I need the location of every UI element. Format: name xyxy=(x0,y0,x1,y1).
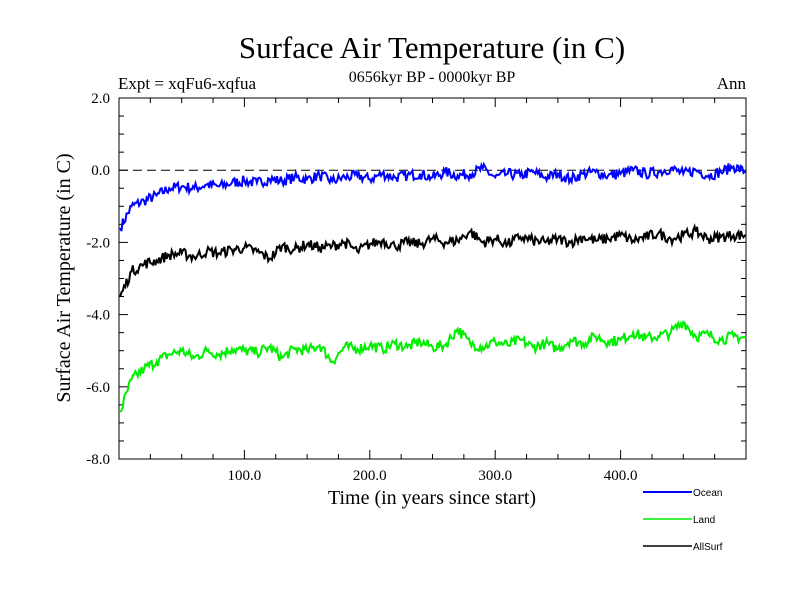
x-axis-label: Time (in years since start) xyxy=(328,487,536,509)
legend-label-land: Land xyxy=(693,515,715,526)
y-tick-label: -2.0 xyxy=(86,235,110,251)
y-tick-label: 2.0 xyxy=(91,91,110,107)
x-tick-label: 400.0 xyxy=(604,468,638,484)
y-tick-label: -6.0 xyxy=(86,380,110,396)
series-line-allsurf xyxy=(119,223,747,297)
chart-subtitle: 0656kyr BP - 0000kyr BP xyxy=(349,69,516,86)
x-tick-label: 200.0 xyxy=(353,468,387,484)
series-line-ocean xyxy=(119,161,747,232)
series-line-land xyxy=(119,319,747,413)
y-tick-label: -4.0 xyxy=(86,308,110,324)
y-axis-label: Surface Air Temperature (in C) xyxy=(53,153,75,402)
x-tick-label: 300.0 xyxy=(478,468,512,484)
y-tick-label: -8.0 xyxy=(86,452,110,468)
experiment-label: Expt = xqFu6-xqfua xyxy=(118,74,256,93)
legend-label-allsurf: AllSurf xyxy=(693,542,723,553)
chart-title: Surface Air Temperature (in C) xyxy=(239,30,625,65)
season-label: Ann xyxy=(717,74,747,93)
legend-label-ocean: Ocean xyxy=(693,488,722,499)
y-tick-label: 0.0 xyxy=(91,163,110,179)
plot-frame xyxy=(118,97,747,460)
x-tick-label: 100.0 xyxy=(228,468,262,484)
